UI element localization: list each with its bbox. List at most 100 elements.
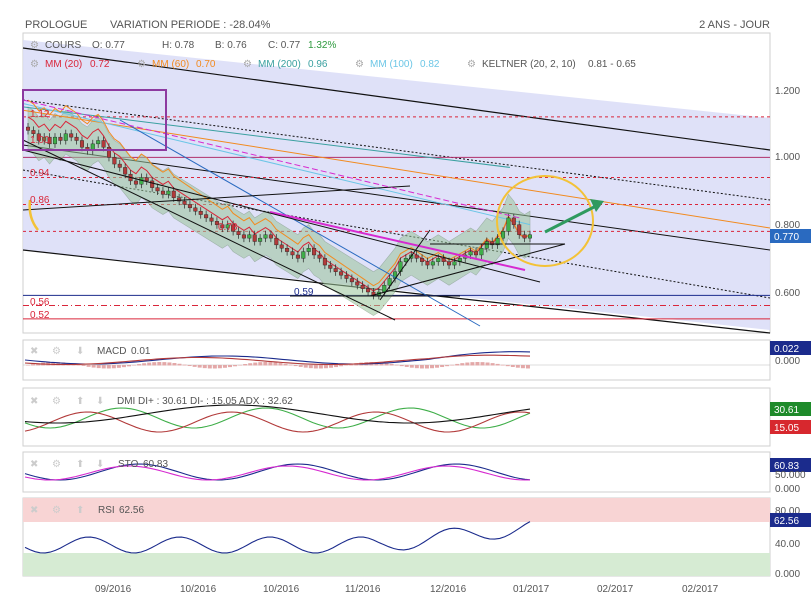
gear-icon[interactable]: ⚙ [243,59,252,70]
candle-body [96,140,101,145]
macd-histogram-bar [404,365,409,367]
trend-line [22,185,411,211]
gear-icon[interactable]: ⚙ [52,505,61,516]
gear-icon[interactable]: ⚙ [355,59,364,70]
macd-histogram-bar [308,365,313,369]
candle-body [209,217,214,222]
close-icon[interactable]: ✖ [30,505,38,516]
candle-body [214,221,219,225]
legend-mm60-value: 0.70 [196,59,216,70]
arrow-down-icon[interactable]: ⬇ [96,459,104,470]
level-label: 0.86 [30,195,50,206]
trend-line-dashed [22,99,521,219]
level-label: 0.52 [30,310,50,321]
candle-body [333,268,338,272]
x-tick: 02/2017 [682,584,719,595]
candle-body [198,210,203,215]
rsi-axis: 80.00 [775,506,800,517]
macd-histogram-bar [298,365,303,367]
legend-keltner: KELTNER (20, 2, 10) [482,59,576,70]
candle-body [268,234,273,239]
candle-body [403,258,408,262]
macd-histogram-bar [430,365,434,369]
gear-icon[interactable]: ⚙ [52,346,61,357]
arrow-down-icon[interactable]: ⬇ [76,346,84,357]
macd-histogram-bar [197,365,202,368]
macd-histogram-bar [500,364,505,366]
macd-histogram-bar [172,363,177,366]
dmi-plus-tag: 30.61 [774,405,799,416]
gear-icon[interactable]: ⚙ [52,396,61,407]
channel-mid-dotted [22,99,771,201]
close-icon[interactable]: ✖ [30,396,38,407]
trend-channel [23,40,770,330]
candle-body [295,254,300,259]
macd-histogram-bar [101,365,106,369]
arrow-up-icon[interactable]: ⬆ [76,396,84,407]
macd-histogram-bar [470,362,475,366]
period-label[interactable]: 2 ANS - JOUR [699,19,770,31]
macd-histogram-bar [409,365,414,368]
macd-histogram-bar [414,365,419,369]
candle-body [430,261,435,266]
macd-histogram-bar [217,365,222,369]
candle-body [506,217,511,232]
level-label: 0.94 [30,168,50,179]
macd-histogram-bar [212,365,217,369]
macd-histogram-bar [293,365,298,367]
macd-histogram-bar [142,363,147,366]
candle-body [484,241,489,249]
gear-icon[interactable]: ⚙ [137,59,146,70]
rsi-overbought-zone [23,498,770,522]
close-icon[interactable]: ✖ [30,346,38,357]
macd-histogram-bar [152,362,157,366]
macd-histogram-bar [202,365,207,369]
candle-body [452,261,457,266]
legend-keltner-value: 0.81 - 0.65 [588,59,636,70]
trend-arrow [544,203,599,234]
gear-icon[interactable]: ⚙ [30,59,39,70]
macd-histogram-bar [495,363,500,366]
macd-histogram-bar [288,364,293,366]
mm-line [22,102,531,226]
macd-histogram-bar [253,362,258,366]
highlight-arc [28,199,39,231]
gear-icon[interactable]: ⚙ [30,40,39,51]
x-tick: 09/2016 [95,584,132,595]
gear-icon[interactable]: ⚙ [467,59,476,70]
x-tick: 10/2016 [180,584,217,595]
dmi-values: DI+ : 30.61 DI- : 15.05 ADX : 32.62 [138,396,293,407]
candle-body [301,251,306,259]
candle-body [160,190,165,195]
gear-icon[interactable]: ⚙ [52,459,61,470]
macd-histogram-bar [132,364,137,366]
macd-histogram-bar [258,362,263,366]
x-tick: 01/2017 [513,584,550,595]
dmi-minus-tag: 15.05 [774,423,799,434]
candle-body [263,234,268,239]
ticker-title: PROLOGUE [25,19,87,31]
candle-body [225,224,230,229]
candle-body [279,244,284,249]
macd-histogram-bar [268,362,273,366]
trend-line-magenta [269,211,526,271]
arrow-up-icon[interactable]: ⬆ [76,459,84,470]
level-label: 0.78 [218,222,238,233]
candle-body [274,237,279,246]
macd-histogram-bar [334,365,339,368]
candle-body [425,261,430,266]
candle-body [447,261,452,266]
arrow-down-icon[interactable]: ⬇ [96,396,104,407]
macd-histogram-bar [111,365,116,369]
arrow-up-icon[interactable]: ⬆ [76,505,84,516]
macd-histogram-bar [238,364,243,366]
macd-histogram-bar [485,362,490,366]
variation-label: VARIATION PERIODE : -28.04% [110,19,271,31]
macd-histogram-bar [86,365,91,367]
adx-line [24,404,531,424]
trend-line-blue [119,119,481,327]
macd-histogram-bar [435,365,440,368]
macd-histogram-bar [505,365,510,367]
level-label: 0.59 [294,287,314,298]
close-icon[interactable]: ✖ [30,459,38,470]
